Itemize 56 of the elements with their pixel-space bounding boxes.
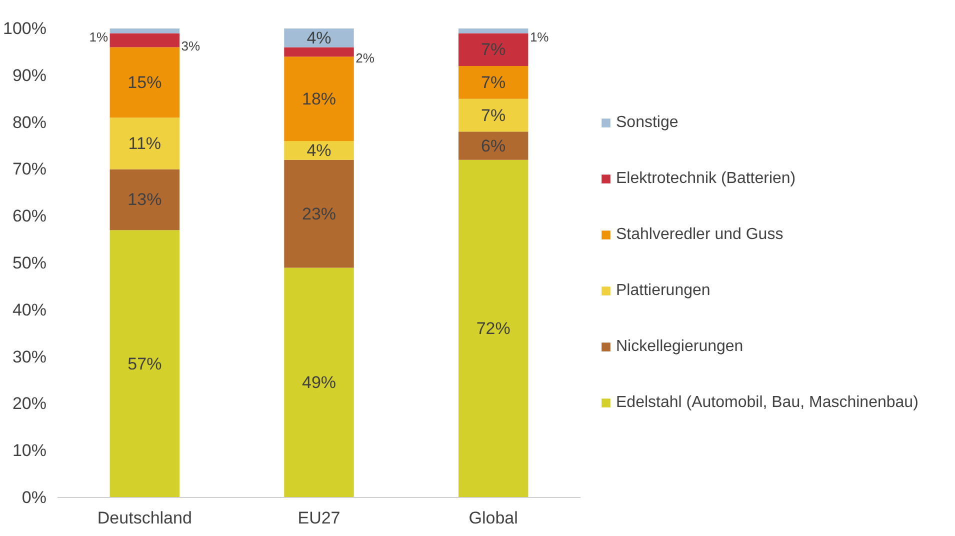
- bar: [284, 28, 354, 48]
- y-tick-label: 10%: [12, 441, 47, 460]
- bar: [110, 169, 180, 230]
- bar: [458, 98, 528, 132]
- data-label: 7%: [481, 72, 506, 92]
- data-label: 3%: [181, 38, 201, 54]
- data-label: 4%: [306, 140, 332, 160]
- legend-label: Elektrotechnik (Batterien): [616, 170, 796, 188]
- data-label: 6%: [481, 136, 506, 156]
- bar: [110, 47, 180, 118]
- legend-label: Nickellegierungen: [616, 338, 744, 356]
- y-tick-label: 80%: [12, 112, 47, 132]
- data-label: 7%: [481, 106, 506, 125]
- y-tick-label: 0%: [22, 488, 47, 507]
- bar: [284, 268, 354, 498]
- legend-label: Stahlveredler und Guss: [616, 226, 784, 244]
- bar: [110, 230, 180, 498]
- data-label: 11%: [128, 134, 162, 153]
- data-label: 49%: [302, 373, 336, 392]
- data-label: 2%: [356, 50, 375, 66]
- data-label: 1%: [530, 29, 550, 44]
- y-tick-label: 30%: [12, 347, 47, 366]
- data-label: 7%: [481, 40, 506, 60]
- bar: [284, 56, 354, 142]
- bar: [110, 28, 180, 34]
- bar: [284, 47, 354, 57]
- y-tick-label: 60%: [12, 206, 47, 226]
- legend-label: Edelstahl (Automobil, Bau, Maschinenbau): [616, 394, 918, 412]
- bar: [110, 118, 180, 170]
- bar: [458, 66, 528, 99]
- bar: [458, 132, 528, 160]
- bar: [284, 160, 354, 268]
- bar: [110, 33, 180, 48]
- bar: [458, 33, 528, 66]
- bar: [284, 141, 354, 160]
- y-tick-label: 70%: [12, 160, 47, 179]
- data-label: 18%: [302, 89, 336, 108]
- y-tick-label: 90%: [12, 66, 47, 85]
- y-tick-label: 20%: [12, 394, 47, 414]
- y-tick-label: 100%: [3, 19, 47, 38]
- data-label: 1%: [89, 29, 108, 44]
- y-tick-label: 40%: [12, 300, 47, 320]
- data-label: 4%: [306, 28, 332, 48]
- legend-label: Sonstige: [616, 114, 678, 132]
- bar: [458, 28, 528, 34]
- data-label: 23%: [302, 204, 336, 224]
- x-tick-label: Global: [468, 508, 518, 528]
- y-tick-label: 50%: [12, 254, 47, 272]
- data-label: 57%: [128, 354, 162, 374]
- data-label: 15%: [128, 72, 162, 92]
- x-tick-label: EU27: [298, 508, 340, 528]
- data-label: 13%: [128, 190, 162, 210]
- bar: [458, 160, 528, 498]
- x-tick-label: Deutschland: [97, 508, 192, 528]
- data-label: 72%: [476, 319, 510, 338]
- legend-label: Plattierungen: [616, 282, 710, 300]
